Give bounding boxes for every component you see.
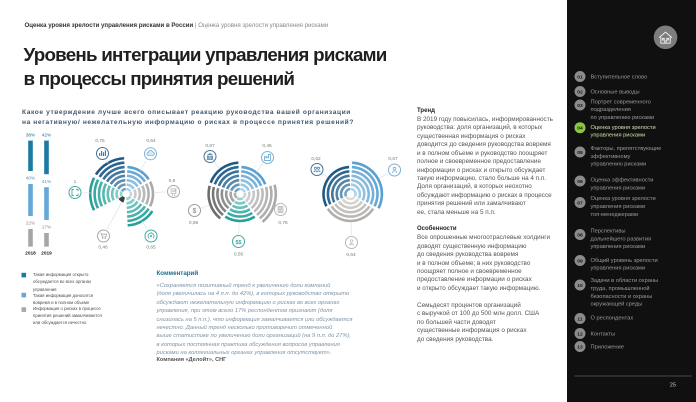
svg-text:2019: 2019 <box>41 250 52 256</box>
svg-text:01: 01 <box>577 74 583 80</box>
svg-text:0,67: 0,67 <box>388 156 398 162</box>
svg-text:управлению рисками: управлению рисками <box>591 162 647 168</box>
svg-text:09: 09 <box>577 258 583 264</box>
svg-text:0,75: 0,75 <box>95 138 105 144</box>
svg-text:40%: 40% <box>26 176 36 182</box>
svg-text:Оценка эффективности: Оценка эффективности <box>591 178 654 184</box>
svg-text:11: 11 <box>577 316 582 322</box>
svg-text:10: 10 <box>577 283 583 289</box>
svg-text:05: 05 <box>577 150 583 156</box>
svg-text:02: 02 <box>577 89 583 95</box>
svg-text:Оценка уровня зрелости: Оценка уровня зрелости <box>591 125 656 131</box>
svg-text:Основные выводы: Основные выводы <box>591 89 640 95</box>
svg-text:Задачи в области охраны: Задачи в области охраны <box>591 278 659 284</box>
svg-text:окружающей среды: окружающей среды <box>591 301 643 308</box>
svg-text:41%: 41% <box>42 179 52 185</box>
svg-text:безопасности и охраны: безопасности и охраны <box>591 294 653 300</box>
svg-text:труда, промышленной: труда, промышленной <box>591 285 650 292</box>
svg-text:управления рисками: управления рисками <box>591 204 646 210</box>
svg-text:Приложение: Приложение <box>591 344 624 350</box>
svg-text:08: 08 <box>577 232 583 238</box>
svg-text:Перспективы: Перспективы <box>591 229 626 235</box>
svg-text:0,62: 0,62 <box>311 156 321 162</box>
svg-text:03: 03 <box>577 103 583 109</box>
svg-text:0,64: 0,64 <box>346 252 356 258</box>
svg-text:управления рисками: управления рисками <box>591 244 646 250</box>
svg-text:0,67: 0,67 <box>205 143 215 149</box>
svg-text:подразделения: подразделения <box>591 107 631 113</box>
svg-text:22%: 22% <box>26 221 36 227</box>
svg-text:Вступительное слово: Вступительное слово <box>591 74 648 80</box>
svg-text:0,68: 0,68 <box>189 220 199 226</box>
svg-text:12: 12 <box>577 331 583 337</box>
svg-text:07: 07 <box>577 200 583 206</box>
svg-text:0,56: 0,56 <box>234 251 244 257</box>
svg-text:04: 04 <box>577 125 583 131</box>
svg-text:Факторы, препятствующие: Факторы, препятствующие <box>591 146 662 152</box>
svg-text:38%: 38% <box>26 132 36 138</box>
svg-text:управления рисками: управления рисками <box>591 185 646 191</box>
svg-text:0,6: 0,6 <box>169 178 176 184</box>
svg-text:42%: 42% <box>42 132 52 138</box>
svg-text:топ-менеджерами: топ-менеджерами <box>591 212 639 218</box>
svg-text:25: 25 <box>670 383 676 389</box>
svg-text:13: 13 <box>577 344 583 350</box>
svg-text:по управлению рисками: по управлению рисками <box>591 115 655 121</box>
svg-text:06: 06 <box>577 179 583 185</box>
svg-text:$$: $$ <box>236 240 242 246</box>
svg-text:0,45: 0,45 <box>262 143 272 149</box>
svg-text:управления рисками: управления рисками <box>591 266 646 272</box>
svg-text:17%: 17% <box>42 225 52 231</box>
svg-text:0,75: 0,75 <box>278 220 288 226</box>
svg-text:О респондентах: О респондентах <box>591 315 634 321</box>
svg-text:0,54: 0,54 <box>146 138 156 144</box>
svg-text:Оценка уровня зрелости: Оценка уровня зрелости <box>591 196 656 202</box>
svg-text:дальнейшего развития: дальнейшего развития <box>591 235 652 242</box>
svg-text:1: 1 <box>74 179 77 185</box>
svg-text:0,65: 0,65 <box>146 244 156 250</box>
svg-text:Портрет современного: Портрет современного <box>591 100 651 106</box>
svg-text:$: $ <box>193 208 197 215</box>
svg-text:2018: 2018 <box>25 250 36 256</box>
svg-text:Общий уровень зрелости: Общий уровень зрелости <box>591 257 658 264</box>
svg-text:управления рисками: управления рисками <box>591 133 646 139</box>
svg-text:Контакты: Контакты <box>591 331 616 337</box>
svg-text:0,46: 0,46 <box>98 244 108 250</box>
svg-text:эффективному: эффективному <box>591 154 631 160</box>
